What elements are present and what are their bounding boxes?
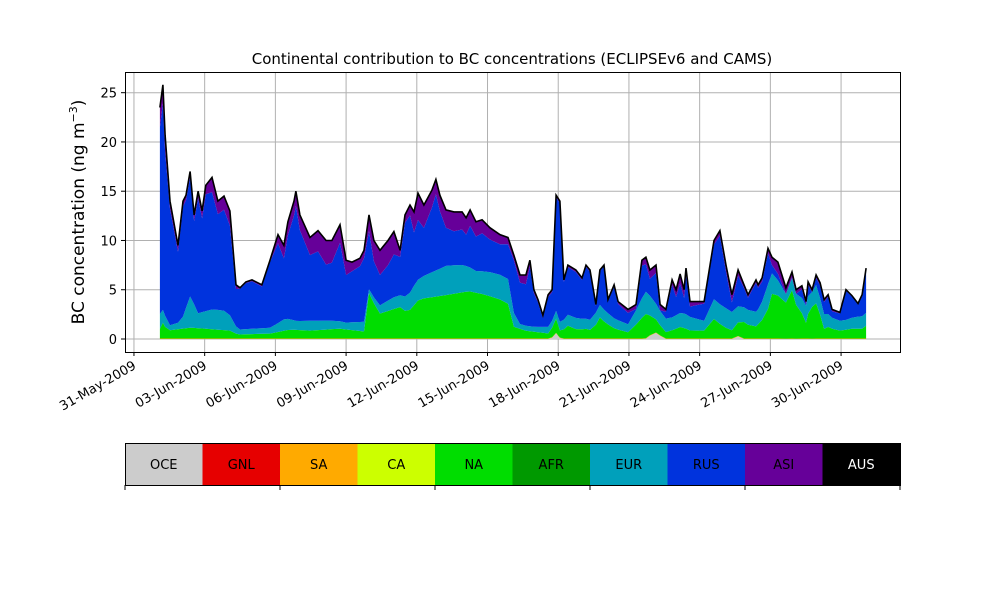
y-tick-label: 10	[100, 234, 117, 249]
stacked-areas	[159, 84, 867, 339]
x-tick-label: 03-Jun-2009	[133, 358, 210, 411]
legend-label: SA	[310, 458, 327, 473]
total-line	[159, 84, 867, 319]
area-na	[159, 290, 867, 339]
legend-swatch-aus	[822, 443, 900, 485]
area-eur	[159, 265, 867, 335]
legend-label: OCE	[150, 458, 178, 473]
legend-label: CA	[387, 458, 405, 473]
legend-swatch-gnl	[202, 443, 280, 485]
legend-swatch-asi	[745, 443, 823, 485]
legend-label: NA	[464, 458, 483, 473]
area-rus	[159, 103, 867, 330]
x-tick-label: 21-Jun-2009	[557, 358, 634, 411]
y-axis-label: BC concentration (ng m−3)	[67, 100, 89, 325]
legend-swatch-afr	[512, 443, 590, 485]
x-tick-label: 12-Jun-2009	[345, 358, 422, 411]
chart-title: Continental contribution to BC concentra…	[252, 50, 773, 68]
y-axis: 0 5 10 15 20 25	[100, 87, 125, 348]
legend-label: AFR	[539, 458, 564, 473]
legend-label: AUS	[848, 458, 875, 473]
legend-swatch-oce	[125, 443, 203, 485]
y-tick-label: 25	[100, 87, 117, 102]
legend-swatch-na	[435, 443, 513, 485]
legend-label: GNL	[228, 458, 256, 473]
x-tick-label: 24-Jun-2009	[628, 358, 705, 411]
x-tick-label: 18-Jun-2009	[486, 358, 563, 411]
y-tick-label: 0	[109, 333, 117, 348]
x-tick-label: 06-Jun-2009	[204, 358, 281, 411]
x-tick-label: 09-Jun-2009	[274, 358, 351, 411]
x-tick-label: 27-Jun-2009	[699, 358, 776, 411]
legend-label: EUR	[615, 458, 642, 473]
legend-swatch-sa	[280, 443, 358, 485]
y-tick-label: 5	[109, 284, 117, 299]
legend-swatch-rus	[667, 443, 745, 485]
y-tick-label: 20	[100, 136, 117, 151]
x-tick-label: 30-Jun-2009	[769, 358, 846, 411]
x-tick-label: 15-Jun-2009	[416, 358, 493, 411]
legend-swatch-eur	[590, 443, 668, 485]
x-axis: 31-May-200903-Jun-200906-Jun-200909-Jun-…	[57, 352, 846, 414]
legend-swatch-ca	[357, 443, 435, 485]
legend-frame	[125, 443, 901, 486]
legend-label: ASI	[773, 458, 794, 473]
plot-frame	[125, 72, 901, 353]
legend-label: RUS	[693, 458, 720, 473]
x-tick-label: 31-May-2009	[57, 358, 139, 414]
legend-colorbar: OCE GNL SA CA NA AFR EUR RUS ASI AUS	[124, 443, 901, 490]
y-tick-label: 15	[100, 185, 117, 200]
